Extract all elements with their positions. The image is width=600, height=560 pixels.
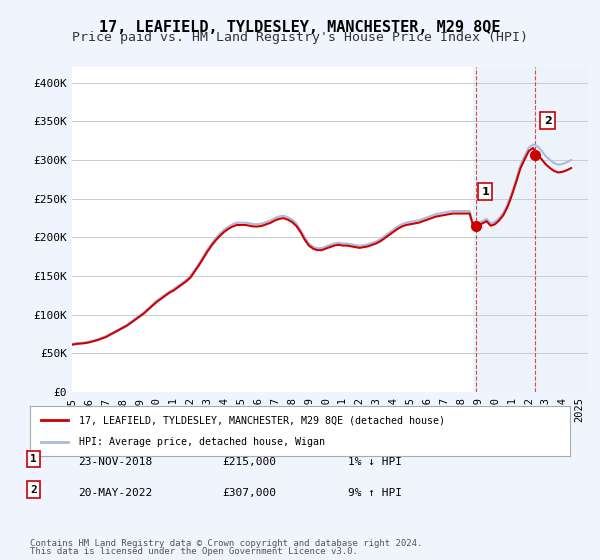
- Text: Contains HM Land Registry data © Crown copyright and database right 2024.: Contains HM Land Registry data © Crown c…: [30, 539, 422, 548]
- Text: 2: 2: [544, 116, 551, 125]
- Text: HPI: Average price, detached house, Wigan: HPI: Average price, detached house, Wiga…: [79, 437, 325, 447]
- Text: 17, LEAFIELD, TYLDESLEY, MANCHESTER, M29 8QE (detached house): 17, LEAFIELD, TYLDESLEY, MANCHESTER, M29…: [79, 415, 445, 425]
- Text: Price paid vs. HM Land Registry's House Price Index (HPI): Price paid vs. HM Land Registry's House …: [72, 31, 528, 44]
- Text: £307,000: £307,000: [222, 488, 276, 498]
- Bar: [473, 67, 588, 392]
- Text: 1: 1: [30, 454, 37, 464]
- Text: This data is licensed under the Open Government Licence v3.0.: This data is licensed under the Open Gov…: [30, 548, 358, 557]
- Text: £215,000: £215,000: [222, 457, 276, 467]
- Text: 20-MAY-2022: 20-MAY-2022: [78, 488, 152, 498]
- Text: 2: 2: [30, 485, 37, 495]
- Text: 17, LEAFIELD, TYLDESLEY, MANCHESTER, M29 8QE: 17, LEAFIELD, TYLDESLEY, MANCHESTER, M29…: [99, 20, 501, 35]
- Text: 23-NOV-2018: 23-NOV-2018: [78, 457, 152, 467]
- Text: 1: 1: [481, 187, 489, 197]
- Text: 9% ↑ HPI: 9% ↑ HPI: [348, 488, 402, 498]
- Text: 1% ↓ HPI: 1% ↓ HPI: [348, 457, 402, 467]
